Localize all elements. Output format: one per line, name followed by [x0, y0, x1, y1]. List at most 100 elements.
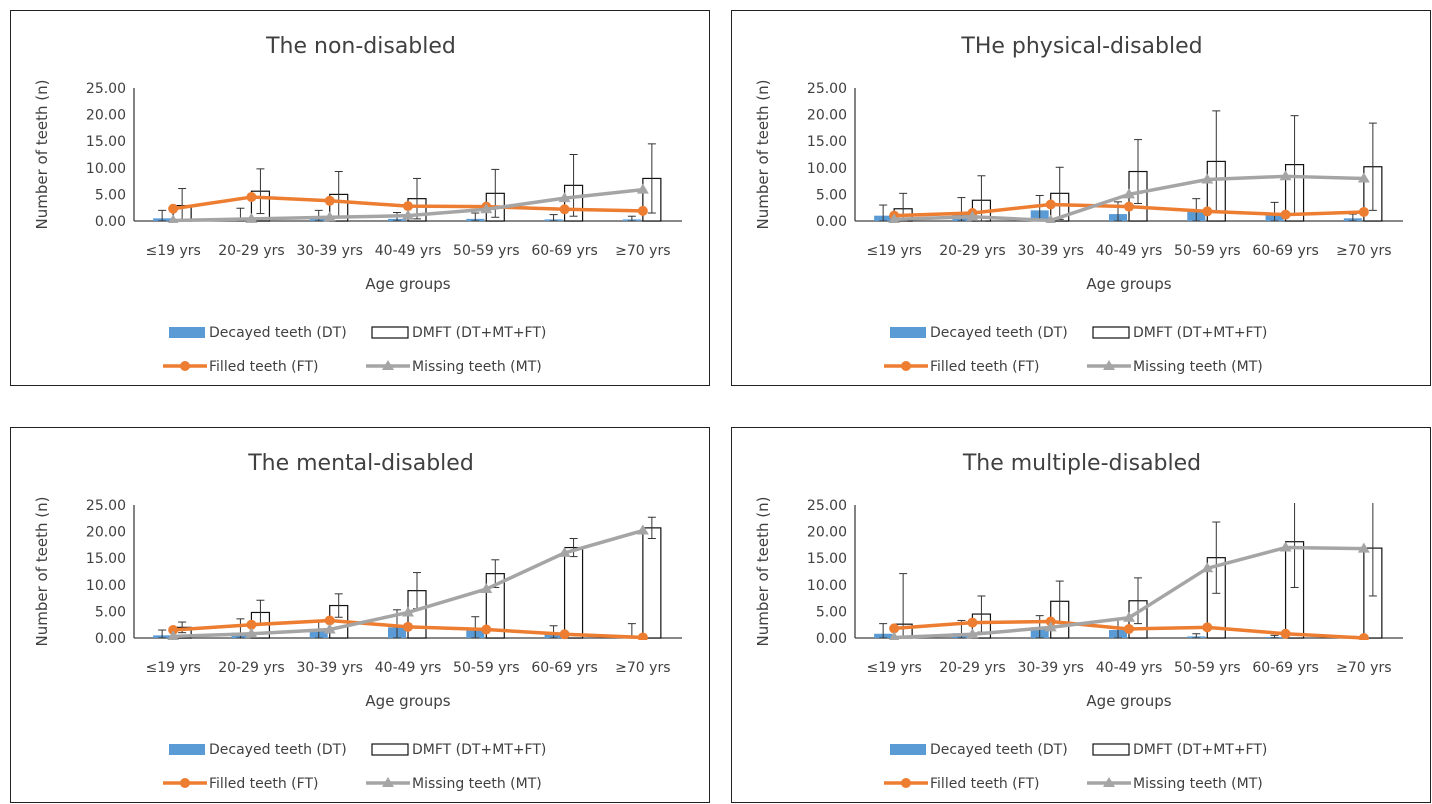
missing-teeth-point	[480, 583, 493, 594]
missing-teeth-point	[636, 183, 649, 194]
y-tick-label: 15.00	[807, 551, 847, 567]
x-tick-label: 20-29 yrs	[939, 243, 1005, 259]
y-axis-label: Number of teeth (n)	[754, 497, 772, 647]
x-tick-label: 60-69 yrs	[531, 243, 597, 259]
dmft-bar	[563, 546, 584, 639]
x-tick-label: 20-29 yrs	[218, 660, 284, 676]
y-tick-label: 10.00	[86, 161, 126, 177]
missing-teeth-point	[1201, 173, 1214, 184]
missing-teeth-point	[402, 606, 414, 617]
y-tick-label: 25.00	[86, 498, 126, 514]
chart-svg: THe physical-disabled Number of teeth (n)…	[754, 34, 1403, 375]
missing-teeth-point	[168, 214, 179, 223]
x-tick-label: 20-29 yrs	[218, 243, 284, 259]
legend-dmft-label: DMFT (DT+MT+FT)	[412, 325, 546, 341]
filled-teeth-point	[246, 619, 257, 630]
missing-teeth-point	[480, 203, 493, 214]
chart-svg: The non-disabled Number of teeth (n) 0.00 5…	[33, 34, 682, 375]
legend-dmft-label: DMFT (DT+MT+FT)	[1133, 742, 1267, 758]
legend-missing-marker	[382, 360, 394, 370]
filled-teeth-point	[637, 205, 648, 216]
y-tick-label: 15.00	[807, 134, 847, 150]
x-tick-label: 40-49 yrs	[375, 660, 441, 676]
x-tick-label: ≥70 yrs	[1336, 660, 1391, 676]
filled-teeth-point	[1280, 209, 1291, 220]
y-tick-label: 10.00	[807, 161, 847, 177]
legend-decayed-label: Decayed teeth (DT)	[209, 325, 347, 341]
missing-teeth-point	[1044, 621, 1057, 632]
y-tick-label: 5.00	[95, 187, 126, 203]
legend-dmft-swatch	[1092, 326, 1130, 339]
missing-teeth-point	[245, 627, 258, 638]
filled-teeth-point	[1124, 201, 1134, 212]
legend-missing-label: Missing teeth (MT)	[1133, 776, 1263, 792]
filled-teeth-point	[246, 192, 257, 203]
filled-teeth-point	[967, 617, 978, 628]
x-tick-label: 60-69 yrs	[1252, 243, 1318, 259]
filled-teeth-point	[168, 203, 179, 214]
x-tick-label: ≤19 yrs	[866, 660, 921, 676]
x-tick-label: 40-49 yrs	[375, 243, 441, 259]
x-tick-label: ≤19 yrs	[866, 243, 921, 259]
chart-title: The non-disabled	[265, 34, 456, 59]
legend-decayed-swatch	[169, 744, 205, 755]
y-tick-label: 25.00	[807, 498, 847, 514]
x-tick-label: 50-59 yrs	[1174, 243, 1240, 259]
missing-teeth-point	[1201, 562, 1214, 573]
missing-teeth-point	[323, 211, 336, 222]
y-tick-label: 10.00	[807, 578, 847, 594]
legend-dmft-swatch	[371, 326, 409, 339]
y-tick-label: 10.00	[86, 578, 126, 594]
missing-teeth-point	[1357, 172, 1370, 183]
missing-teeth-point	[1123, 188, 1135, 199]
missing-teeth-point	[402, 209, 414, 220]
x-tick-label: 50-59 yrs	[1174, 660, 1240, 676]
y-tick-label: 15.00	[86, 134, 126, 150]
chart-panel-multiple-disabled: The multiple-disabled Number of teeth (n)…	[731, 427, 1431, 803]
filled-teeth-point	[1358, 206, 1369, 217]
legend-decayed-swatch	[890, 744, 926, 755]
chart-svg: The multiple-disabled Number of teeth (n)…	[754, 451, 1403, 792]
filled-teeth-point	[1280, 628, 1291, 639]
filled-teeth-point	[559, 204, 570, 215]
y-axis-label: Number of teeth (n)	[754, 80, 772, 230]
chart-title: The mental-disabled	[247, 451, 474, 476]
chart-title: THe physical-disabled	[960, 34, 1202, 59]
x-tick-label: 40-49 yrs	[1096, 660, 1162, 676]
legend-missing-marker	[382, 777, 394, 787]
x-tick-label: 20-29 yrs	[939, 660, 1005, 676]
missing-teeth-point	[966, 210, 979, 221]
filled-teeth-point	[1358, 633, 1369, 640]
x-tick-label: 30-39 yrs	[296, 660, 362, 676]
legend-decayed-label: Decayed teeth (DT)	[930, 742, 1068, 758]
legend-filled-marker	[180, 361, 190, 371]
y-tick-label: 0.00	[95, 214, 126, 230]
legend-decayed-label: Decayed teeth (DT)	[930, 325, 1068, 341]
legend-decayed-swatch	[169, 327, 205, 338]
y-tick-label: 25.00	[807, 81, 847, 97]
y-axis-label: Number of teeth (n)	[33, 80, 51, 230]
missing-teeth-point	[1279, 170, 1292, 181]
chart-panel-mental-disabled: The mental-disabled Number of teeth (n) 0.…	[10, 427, 710, 803]
x-tick-label: ≥70 yrs	[615, 243, 670, 259]
x-axis-label: Age groups	[365, 275, 450, 293]
missing-teeth-point	[1357, 542, 1370, 553]
filled-teeth-point	[1202, 206, 1213, 217]
plot-area	[874, 110, 1383, 223]
legend-dmft-label: DMFT (DT+MT+FT)	[1133, 325, 1267, 341]
x-tick-label: 50-59 yrs	[453, 243, 519, 259]
x-axis-label: Age groups	[1086, 275, 1171, 293]
filled-teeth-point	[559, 629, 570, 640]
plot-area	[153, 143, 662, 223]
x-axis-label: Age groups	[1086, 692, 1171, 710]
filled-teeth-point	[403, 201, 413, 212]
legend-missing-marker	[1103, 777, 1115, 787]
x-tick-label: ≤19 yrs	[145, 243, 200, 259]
missing-teeth-point	[167, 630, 179, 640]
filled-teeth-point	[168, 625, 179, 636]
x-tick-label: 60-69 yrs	[1252, 660, 1318, 676]
missing-teeth-point	[323, 623, 336, 634]
x-tick-label: 30-39 yrs	[296, 243, 362, 259]
legend-filled-marker	[180, 778, 190, 788]
legend-filled-label: Filled teeth (FT)	[209, 359, 318, 375]
